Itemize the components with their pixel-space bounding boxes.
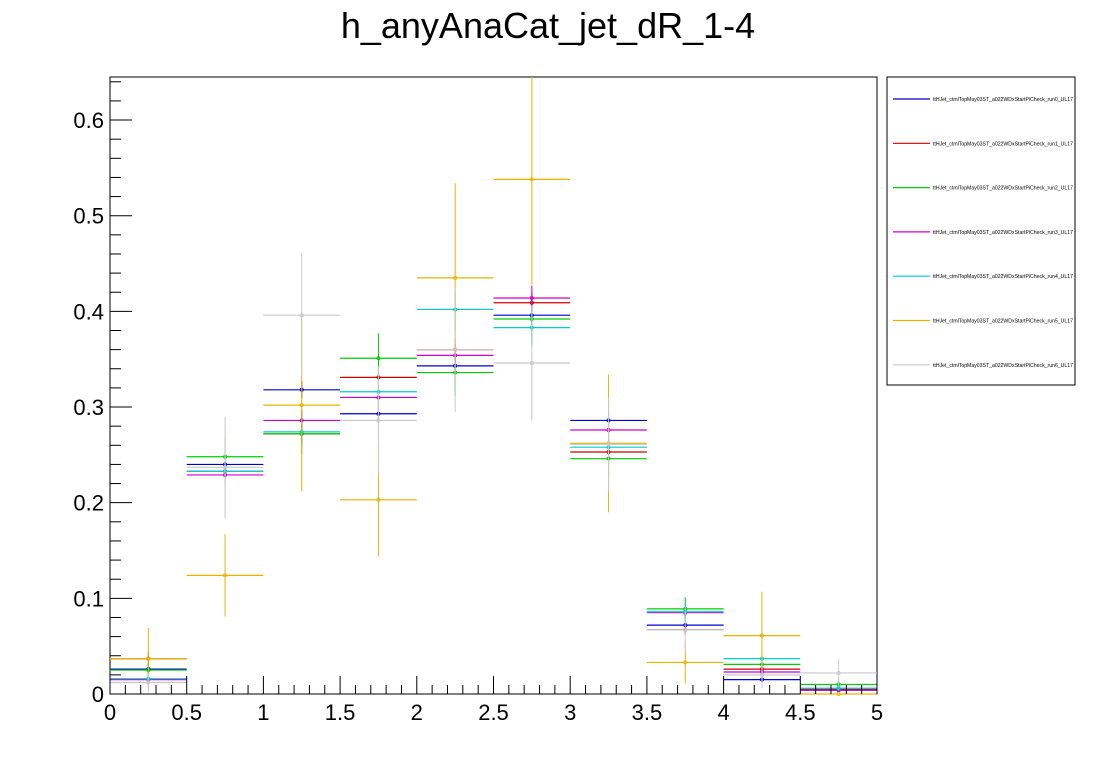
legend-label: ttHJet_ctmlTopMay03ST_a022WDxStartPiChec… (933, 97, 1073, 103)
x-tick-label: 2 (411, 700, 423, 725)
x-tick-label: 1.5 (325, 700, 356, 725)
y-tick-label: 0.5 (73, 204, 104, 229)
data-point (759, 633, 764, 638)
y-tick-label: 0.1 (73, 586, 104, 611)
data-point (146, 656, 151, 661)
data-point (376, 356, 381, 361)
data-point (683, 660, 688, 665)
legend: ttHJet_ctmlTopMay03ST_a022WDxStartPiChec… (886, 76, 1076, 386)
x-tick-label: 0.5 (171, 700, 202, 725)
series-6 (110, 253, 877, 693)
data-point (683, 627, 688, 632)
data-point (223, 573, 228, 578)
data-point (376, 497, 381, 502)
data-point (529, 295, 534, 300)
legend-label: ttHJet_ctmlTopMay03ST_a022WDxStartPiChec… (933, 363, 1073, 369)
data-point (299, 403, 304, 408)
y-tick-label: 0.4 (73, 299, 104, 324)
y-tick-label: 0.2 (73, 491, 104, 516)
data-point (376, 418, 381, 423)
data-point (299, 313, 304, 318)
data-point (606, 442, 611, 447)
y-tick-label: 0 (92, 682, 104, 707)
legend-label: ttHJet_ctmlTopMay03ST_a022WDxStartPiChec… (933, 274, 1073, 280)
chart-title: h_anyAnaCat_jet_dR_1-4 (341, 5, 755, 46)
data-point (146, 680, 151, 685)
legend-label: ttHJet_ctmlTopMay03ST_a022WDxStartPiChec… (933, 186, 1073, 192)
y-tick-label: 0.6 (73, 108, 104, 133)
x-tick-label: 1 (257, 700, 269, 725)
series-5 (110, 77, 877, 697)
y-tick-label: 0.3 (73, 395, 104, 420)
data-point (223, 465, 228, 470)
legend-label: ttHJet_ctmlTopMay03ST_a022WDxStartPiChec… (933, 141, 1073, 147)
x-tick-label: 3 (564, 700, 576, 725)
data-point (836, 692, 841, 697)
series-layer (110, 77, 877, 697)
legend-label: ttHJet_ctmlTopMay03ST_a022WDxStartPiChec… (933, 319, 1073, 325)
data-point (529, 177, 534, 182)
x-tick-label: 4.5 (785, 700, 816, 725)
legend-box (886, 76, 1076, 386)
x-tick-label: 2.5 (478, 700, 509, 725)
data-point (836, 670, 841, 675)
data-point (836, 686, 841, 691)
x-tick-label: 5 (871, 700, 883, 725)
legend-label: ttHJet_ctmlTopMay03ST_a022WDxStartPiChec… (933, 230, 1073, 236)
x-tick-label: 4 (717, 700, 729, 725)
x-tick-label: 0 (104, 700, 116, 725)
data-point (453, 347, 458, 352)
data-point (759, 672, 764, 677)
data-point (453, 275, 458, 280)
axes-layer: 0 0.5 1 1.5 2 2.5 3 3.5 4 4.5 5 0 0.1 0.2 0.3 0.4 0.5 0.6 (73, 81, 883, 725)
data-point (529, 361, 534, 366)
x-tick-label: 3.5 (632, 700, 663, 725)
